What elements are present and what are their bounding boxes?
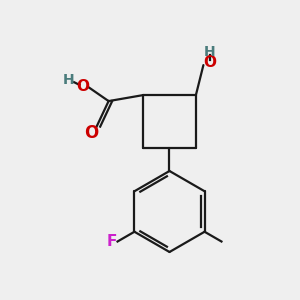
Text: O: O bbox=[203, 55, 217, 70]
Text: H: H bbox=[62, 73, 74, 87]
Text: O: O bbox=[84, 124, 98, 142]
Text: O: O bbox=[76, 79, 89, 94]
Text: H: H bbox=[204, 45, 216, 58]
Text: F: F bbox=[107, 234, 117, 249]
